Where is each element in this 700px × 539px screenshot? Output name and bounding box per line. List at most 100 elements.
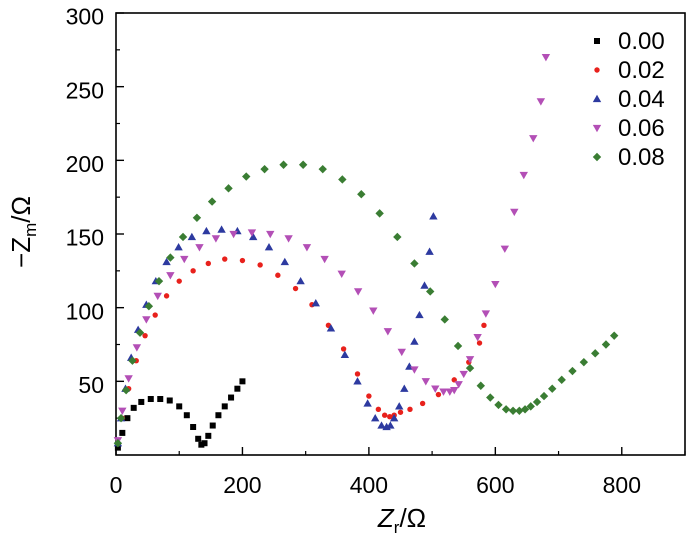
- data-point: [144, 301, 154, 311]
- data-point: [568, 366, 577, 376]
- data-point: [275, 272, 281, 278]
- data-point: [383, 328, 393, 336]
- data-point: [440, 315, 449, 324]
- data-point: [454, 381, 463, 389]
- data-point: [381, 412, 388, 418]
- data-point: [520, 405, 530, 414]
- data-point: [326, 324, 336, 332]
- data-point: [375, 209, 384, 218]
- data-point: [205, 260, 212, 267]
- data-point: [536, 98, 546, 106]
- data-point: [215, 412, 222, 419]
- x-axis-title: Zr/Ω: [377, 503, 426, 537]
- legend-label: 0.00: [618, 28, 665, 55]
- data-point: [152, 312, 158, 318]
- data-point: [318, 164, 327, 174]
- data-point: [192, 213, 202, 222]
- data-point: [508, 406, 518, 415]
- data-point: [340, 346, 347, 352]
- data-point: [425, 247, 434, 255]
- data-point: [519, 171, 528, 180]
- data-point: [501, 405, 511, 414]
- data-point: [609, 331, 619, 340]
- data-point: [239, 257, 246, 264]
- data-point: [128, 356, 137, 365]
- legend-label: 0.04: [618, 86, 665, 113]
- data-point: [166, 397, 173, 404]
- data-point: [154, 276, 164, 286]
- x-tick-label: 200: [223, 472, 261, 498]
- data-point: [450, 387, 459, 395]
- data-point: [124, 375, 133, 383]
- data-point: [153, 292, 162, 301]
- legend-label: 0.08: [618, 144, 665, 171]
- data-point: [510, 208, 519, 217]
- data-point: [439, 388, 448, 396]
- data-point: [260, 164, 269, 174]
- data-point: [176, 278, 182, 284]
- data-point: [224, 184, 233, 193]
- data-point: [420, 281, 429, 289]
- data-point: [195, 435, 202, 442]
- data-point: [142, 332, 148, 339]
- data-point: [371, 413, 380, 422]
- data-point: [187, 232, 197, 241]
- data-point: [426, 287, 435, 296]
- data-point: [369, 307, 378, 315]
- legend-marker: [592, 152, 602, 162]
- data-point: [174, 243, 183, 251]
- data-point: [201, 440, 208, 447]
- data-point: [481, 322, 487, 329]
- data-point: [410, 337, 419, 345]
- data-point: [465, 363, 475, 373]
- data-point: [257, 262, 263, 268]
- data-point: [459, 370, 468, 379]
- data-point: [176, 403, 183, 410]
- data-point: [407, 406, 413, 413]
- data-point: [476, 381, 485, 390]
- data-point: [190, 424, 197, 431]
- data-point: [445, 388, 455, 396]
- data-point: [279, 160, 288, 169]
- data-point: [529, 135, 538, 143]
- data-point: [386, 421, 395, 429]
- data-point: [453, 341, 463, 351]
- data-point: [113, 439, 123, 448]
- legend-marker-shape: [592, 152, 602, 162]
- data-point: [473, 333, 482, 342]
- legend-marker: [592, 94, 602, 103]
- series-0.02: [115, 256, 487, 446]
- data-point: [579, 357, 589, 367]
- data-point: [500, 245, 510, 253]
- data-point: [190, 268, 196, 274]
- data-point: [166, 272, 175, 280]
- legend-marker-shape: [594, 67, 600, 73]
- legend: 0.00 0.02 0.04 0.06 0.08: [592, 28, 665, 171]
- axis-ticks: [115, 12, 686, 455]
- data-point: [247, 229, 257, 237]
- data-point: [229, 230, 238, 239]
- data-point: [180, 255, 189, 264]
- data-point: [494, 400, 503, 410]
- data-point: [162, 257, 171, 266]
- data-point: [357, 190, 366, 199]
- data-point: [389, 413, 399, 422]
- data-point: [284, 235, 293, 243]
- data-point: [366, 393, 372, 399]
- data-point: [248, 232, 258, 241]
- data-point: [292, 285, 299, 292]
- data-point: [166, 253, 175, 262]
- data-point: [353, 288, 363, 296]
- data-point: [217, 225, 226, 233]
- data-point: [320, 255, 329, 264]
- data-point: [311, 299, 320, 307]
- data-point: [207, 197, 217, 206]
- data-point: [195, 244, 204, 252]
- data-point: [130, 404, 137, 411]
- data-point: [526, 402, 535, 411]
- x-tick-label: 600: [476, 472, 514, 498]
- data-point: [557, 375, 566, 385]
- data-point: [121, 385, 131, 395]
- series-0.06: [113, 54, 551, 445]
- data-point: [539, 391, 549, 401]
